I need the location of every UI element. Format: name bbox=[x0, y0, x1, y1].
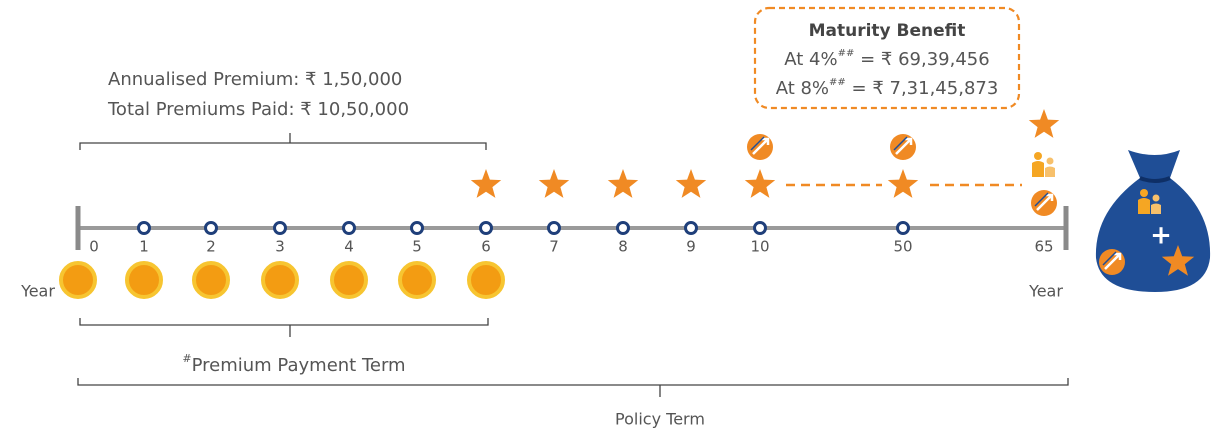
tick-label: 50 bbox=[893, 238, 912, 256]
maturity-title: Maturity Benefit bbox=[809, 21, 966, 41]
rate: At 8% bbox=[776, 78, 829, 99]
tick-label: 3 bbox=[275, 238, 285, 256]
tick-label: 8 bbox=[618, 238, 628, 256]
star bbox=[608, 169, 638, 198]
policy-term-bracket bbox=[78, 378, 1068, 397]
plus-sign: + bbox=[1150, 221, 1172, 251]
note-mark: # bbox=[182, 352, 191, 365]
tick-label: 9 bbox=[686, 238, 696, 256]
tick-label: 7 bbox=[549, 238, 559, 256]
tick-label: 4 bbox=[344, 238, 354, 256]
rate: At 4% bbox=[784, 49, 837, 70]
tick-label: 10 bbox=[750, 238, 769, 256]
tick-node bbox=[275, 223, 286, 234]
family-head bbox=[1034, 152, 1042, 160]
year-label: Year bbox=[1028, 282, 1063, 301]
note-mark: ## bbox=[838, 48, 855, 59]
coin bbox=[61, 263, 95, 297]
family-head bbox=[1140, 189, 1148, 197]
tick-label: 6 bbox=[481, 238, 491, 256]
tick-node bbox=[481, 223, 492, 234]
premium-term-bracket bbox=[80, 318, 488, 337]
maturity-line: At 8%## = ₹ 7,31,45,873 bbox=[776, 77, 999, 99]
coin bbox=[263, 263, 297, 297]
tick-label: 5 bbox=[412, 238, 422, 256]
family-head bbox=[1153, 195, 1160, 202]
policy-term-label: Policy Term bbox=[615, 410, 705, 429]
tick-node bbox=[755, 223, 766, 234]
timeline-diagram: Annualised Premium: ₹ 1,50,000 Total Pre… bbox=[0, 0, 1216, 432]
coin bbox=[469, 263, 503, 297]
star bbox=[676, 169, 706, 198]
term-text: Premium Payment Term bbox=[192, 355, 406, 376]
note-mark: ## bbox=[829, 77, 846, 88]
family-body bbox=[1045, 167, 1055, 178]
star bbox=[888, 169, 918, 198]
tick-node bbox=[344, 223, 355, 234]
coin bbox=[194, 263, 228, 297]
tick-node bbox=[139, 223, 150, 234]
premium-term-label: #Premium Payment Term bbox=[182, 352, 405, 376]
maturity-line: At 4%## = ₹ 69,39,456 bbox=[784, 48, 989, 70]
tick-node bbox=[206, 223, 217, 234]
tick-node bbox=[549, 223, 560, 234]
coin bbox=[127, 263, 161, 297]
tick-label: 1 bbox=[139, 238, 149, 256]
family-body bbox=[1138, 198, 1150, 214]
annualised-premium: Annualised Premium: ₹ 1,50,000 bbox=[108, 69, 402, 90]
coin bbox=[400, 263, 434, 297]
family-head bbox=[1047, 158, 1054, 165]
star bbox=[1029, 109, 1059, 138]
tick-node bbox=[686, 223, 697, 234]
family-body bbox=[1032, 161, 1044, 177]
tick-node bbox=[412, 223, 423, 234]
tick-node bbox=[618, 223, 629, 234]
top-bracket bbox=[80, 133, 486, 150]
total-premiums: Total Premiums Paid: ₹ 10,50,000 bbox=[107, 99, 409, 120]
bracket-line bbox=[80, 133, 486, 150]
coin bbox=[332, 263, 366, 297]
tick-label: 65 bbox=[1034, 238, 1053, 256]
amount: = ₹ 7,31,45,873 bbox=[846, 78, 998, 99]
family-body bbox=[1151, 204, 1161, 215]
tick-label: 0 bbox=[89, 238, 99, 256]
tick-node bbox=[898, 223, 909, 234]
tick-label: 2 bbox=[206, 238, 216, 256]
amount: = ₹ 69,39,456 bbox=[854, 49, 989, 70]
star bbox=[745, 169, 775, 198]
star bbox=[471, 169, 501, 198]
year-label: Year bbox=[20, 282, 55, 301]
star bbox=[539, 169, 569, 198]
